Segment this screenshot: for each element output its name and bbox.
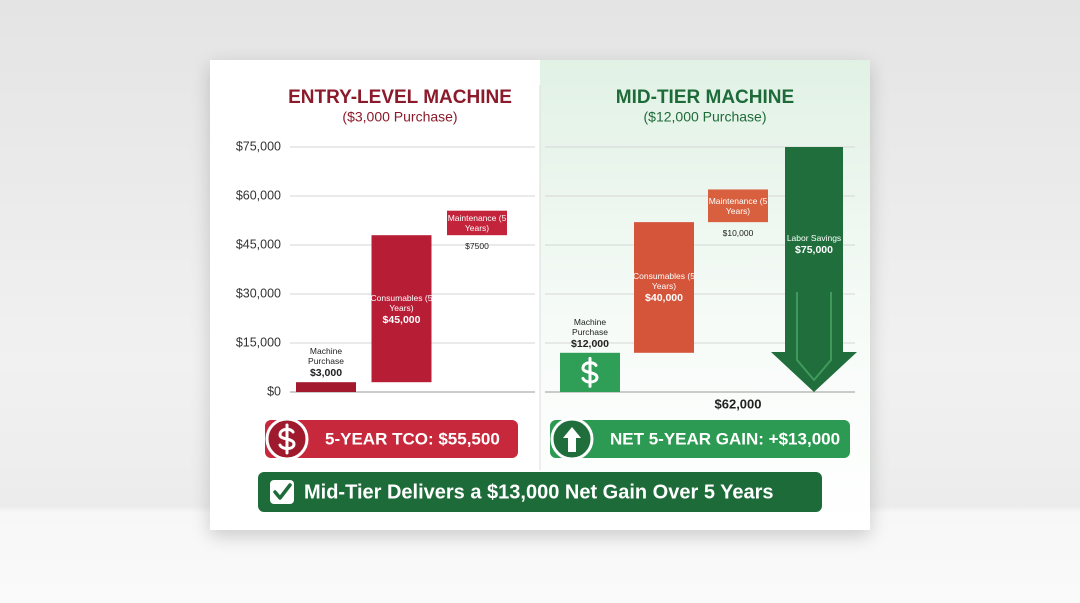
y-tick-label: $30,000 bbox=[236, 286, 281, 300]
bar-name: Maintenance (5 Years) bbox=[708, 195, 768, 216]
y-tick-label: $75,000 bbox=[236, 139, 281, 153]
y-tick-label: $45,000 bbox=[236, 237, 281, 251]
chart-title: ENTRY-LEVEL MACHINE bbox=[288, 87, 512, 108]
dollar-icon bbox=[278, 423, 296, 455]
bar bbox=[708, 189, 768, 223]
check-mark bbox=[273, 483, 292, 500]
savings-value: $75,000 bbox=[795, 243, 833, 256]
summary-pill bbox=[265, 420, 518, 458]
bar-name: Maintenance (5 Years) bbox=[447, 212, 507, 233]
bar-name: Consumables (5 Years) bbox=[370, 292, 433, 313]
bar bbox=[296, 382, 356, 392]
bar-value: $10,000 bbox=[722, 228, 754, 239]
bar-label: Consumables (5 Years) $40,000 bbox=[630, 271, 698, 303]
y-tick-label: $60,000 bbox=[236, 188, 281, 202]
cost-total-label: $62,000 bbox=[715, 396, 762, 411]
chart-subtitle: ($12,000 Purchase) bbox=[644, 109, 767, 125]
bar-value: $3,000 bbox=[309, 367, 343, 380]
savings-label: Labor Savings $75,000 bbox=[779, 233, 849, 255]
dollar-icon bbox=[581, 356, 599, 388]
chart-subtitle: ($3,000 Purchase) bbox=[342, 109, 457, 125]
summary-pill bbox=[550, 420, 850, 458]
bar-name: Machine Purchase bbox=[572, 316, 608, 337]
bar-name: Machine Purchase bbox=[308, 346, 344, 367]
bar-label: Consumables (5 Years) $45,000 bbox=[368, 293, 436, 325]
bar-value: $40,000 bbox=[645, 292, 683, 305]
summary-text: 5-YEAR TCO: $55,500 bbox=[325, 429, 500, 448]
savings-arrow bbox=[771, 147, 857, 392]
bar-label: Machine Purchase $3,000 bbox=[292, 346, 360, 378]
bar-value: $7500 bbox=[465, 241, 489, 252]
bar-value: $45,000 bbox=[382, 313, 421, 326]
bar bbox=[634, 222, 694, 353]
y-tick-label: $15,000 bbox=[236, 335, 281, 349]
banner bbox=[258, 472, 822, 512]
bar-label: Machine Purchase $12,000 bbox=[556, 317, 624, 349]
up-arrow-icon bbox=[563, 427, 581, 452]
bar bbox=[371, 235, 432, 383]
y-tick-label: $0 bbox=[267, 384, 281, 398]
bar-name: Consumables (5 Years) bbox=[633, 271, 695, 292]
summary-text: NET 5-YEAR GAIN: +$13,000 bbox=[610, 429, 840, 448]
bar bbox=[447, 210, 507, 236]
savings-name: Labor Savings bbox=[786, 232, 842, 243]
bar-value: $12,000 bbox=[571, 337, 609, 350]
chart-title: MID-TIER MACHINE bbox=[616, 87, 794, 108]
arrow-highlight bbox=[796, 292, 832, 382]
banner-text: Mid-Tier Delivers a $13,000 Net Gain Ove… bbox=[304, 481, 774, 503]
